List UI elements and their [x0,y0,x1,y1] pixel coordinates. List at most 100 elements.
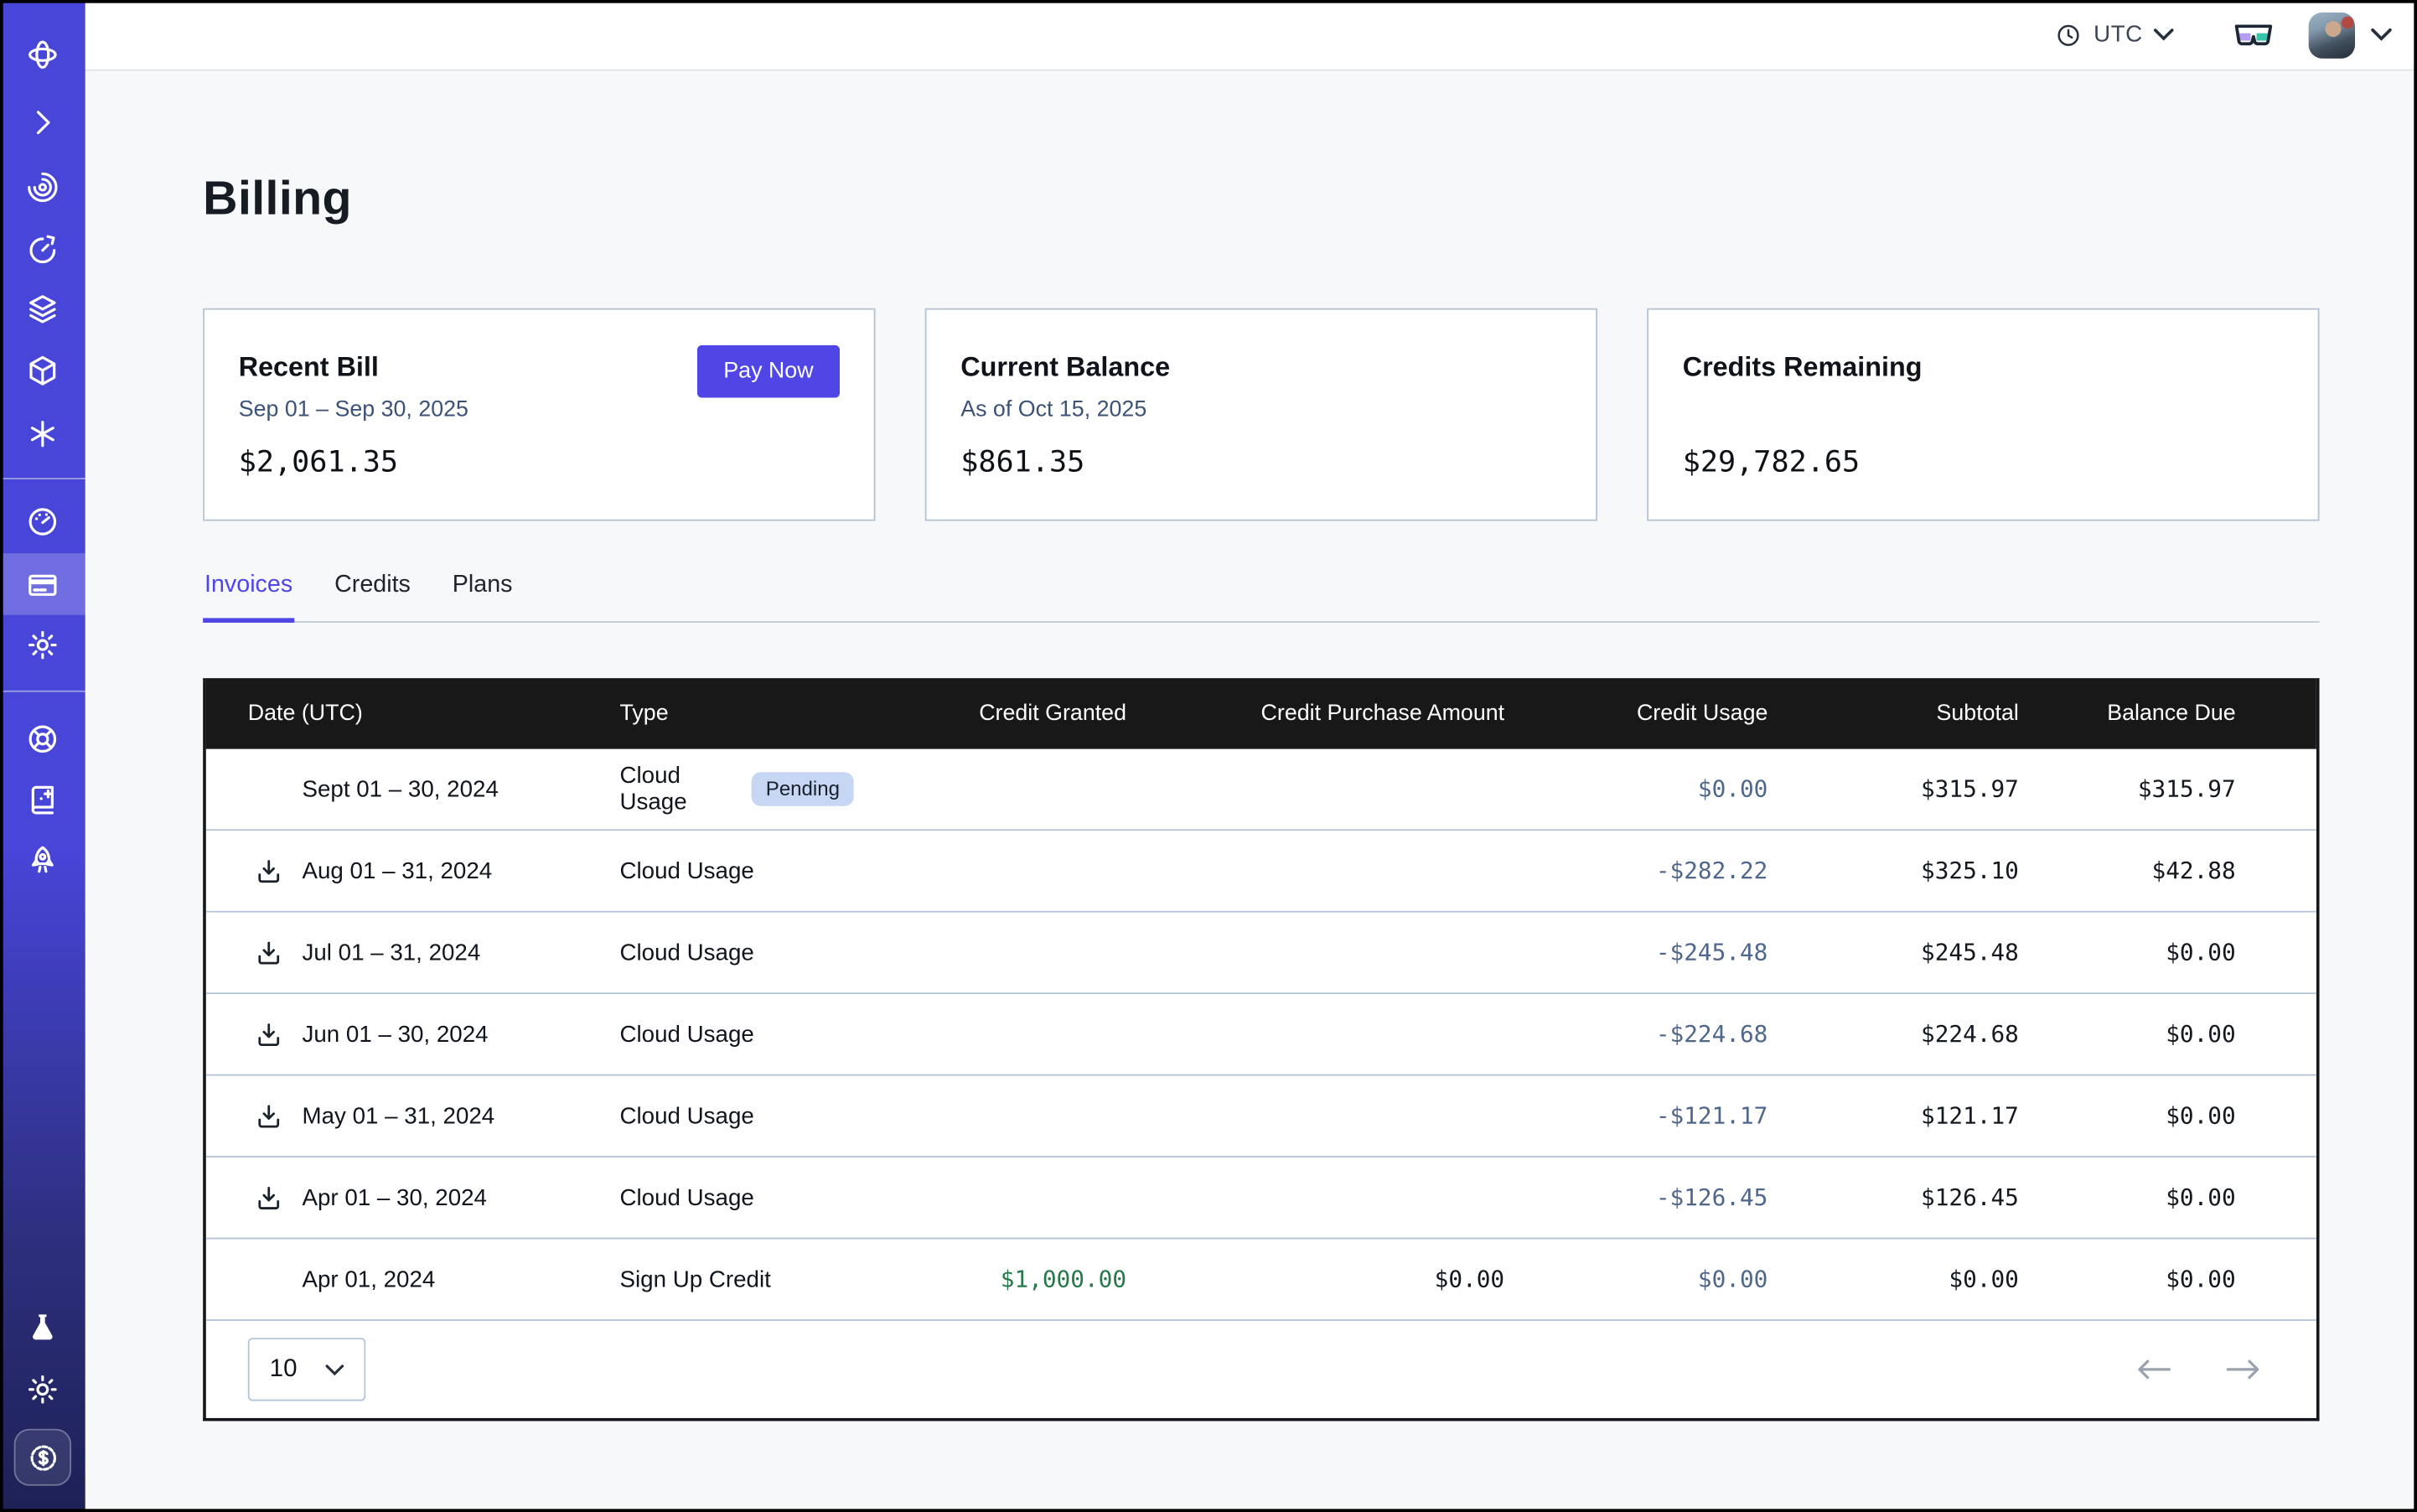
invoices-table: Date (UTC) Type Credit Granted Credit Pu… [203,678,2319,1421]
tab-invoices[interactable]: Invoices [203,572,294,623]
table-row[interactable]: Apr 01, 2024 Sign Up Credit $1,000.00 $0… [206,1240,2316,1321]
tab-credits[interactable]: Credits [333,572,411,623]
pay-now-button[interactable]: Pay Now [697,345,840,398]
credits-remaining-amount: $29,782.65 [1683,445,1860,479]
recent-bill-title: Recent Bill [239,351,379,384]
cell-balance-due: $0.00 [2019,1102,2316,1130]
cell-credit-purchase: $0.00 [1126,1266,1504,1293]
prev-page-arrow-icon[interactable] [2136,1359,2172,1380]
sidebar-divider [0,478,85,479]
cell-balance-due: $0.00 [2019,1266,2316,1293]
cube-icon[interactable] [24,351,61,388]
table-row[interactable]: Jun 01 – 30, 2024 Cloud Usage -$224.68 $… [206,994,2316,1075]
life-buoy-icon[interactable] [24,720,61,757]
status-badge: Pending [752,772,853,806]
cell-balance-due: $0.00 [2019,1183,2316,1211]
summary-cards: Recent Bill Sep 01 – Sep 30, 2025 $2,061… [203,308,2319,521]
invoice-type: Cloud Usage [619,763,736,816]
invoice-date: May 01 – 31, 2024 [303,1103,495,1129]
flask-icon[interactable] [24,1308,61,1345]
credit-card-icon[interactable] [24,566,61,603]
current-balance-amount: $861.35 [960,445,1084,479]
clock-icon [2055,21,2083,49]
chevron-right-icon[interactable] [24,103,61,140]
table-body: Sept 01 – 30, 2024 Cloud Usage Pending $… [206,749,2316,1321]
gauge-icon[interactable] [24,502,61,539]
current-balance-title: Current Balance [960,351,1170,384]
asterisk-icon[interactable] [24,415,61,452]
sidebar-divider [0,691,85,692]
book-plus-icon[interactable] [24,780,61,817]
recent-bill-card: Recent Bill Sep 01 – Sep 30, 2025 $2,061… [203,308,875,521]
sun-icon[interactable] [24,1370,61,1407]
timezone-selector[interactable]: UTC [2055,21,2174,49]
cell-subtotal: $126.45 [1767,1183,2018,1211]
billing-tabs: Invoices Credits Plans [203,572,2319,623]
col-balance-due: Balance Due [2019,702,2316,726]
account-chevron-down-icon[interactable] [2371,28,2393,42]
cell-credit-usage: -$121.17 [1504,1102,1767,1130]
cell-date: Apr 01, 2024 [206,1265,578,1294]
cell-date: May 01 – 31, 2024 [206,1101,578,1131]
download-invoice-icon[interactable] [254,1101,283,1131]
table-row[interactable]: May 01 – 31, 2024 Cloud Usage -$121.17 $… [206,1076,2316,1157]
rocket-icon[interactable] [24,841,61,878]
next-page-arrow-icon[interactable] [2225,1359,2261,1380]
invoice-date: Apr 01, 2024 [303,1266,436,1292]
cell-credit-usage: -$282.22 [1504,857,1767,884]
cell-type: Cloud Usage [578,1184,854,1210]
cell-balance-due: $0.00 [2019,1020,2316,1048]
invoice-date: Jun 01 – 30, 2024 [303,1021,489,1047]
invoice-type: Cloud Usage [619,940,753,966]
3d-glasses-icon[interactable] [2233,21,2275,49]
layers-icon[interactable] [24,290,61,327]
cell-credit-usage: -$245.48 [1504,939,1767,966]
recent-bill-amount: $2,061.35 [239,445,398,479]
cell-subtotal: $0.00 [1767,1266,2018,1293]
sidebar [0,0,85,1512]
cell-date: Aug 01 – 31, 2024 [206,857,578,886]
page-size-select[interactable]: 10 [248,1338,366,1401]
cell-subtotal: $315.97 [1767,775,2018,803]
cell-balance-due: $0.00 [2019,939,2316,966]
table-row[interactable]: Apr 01 – 30, 2024 Cloud Usage -$126.45 $… [206,1157,2316,1239]
col-type: Type [578,702,854,726]
topbar: UTC [85,0,2417,71]
gear-icon[interactable] [24,626,61,663]
invoice-date: Aug 01 – 31, 2024 [303,857,493,883]
table-header: Date (UTC) Type Credit Granted Credit Pu… [206,678,2316,749]
cell-credit-usage: -$126.45 [1504,1183,1767,1211]
table-row[interactable]: Jul 01 – 31, 2024 Cloud Usage -$245.48 $… [206,913,2316,994]
download-invoice-icon[interactable] [254,938,283,967]
current-balance-asof: As of Oct 15, 2025 [960,397,1146,422]
cell-date: Apr 01 – 30, 2024 [206,1183,578,1212]
table-row[interactable]: Aug 01 – 31, 2024 Cloud Usage -$282.22 $… [206,831,2316,912]
invoice-date: Jul 01 – 31, 2024 [303,940,481,966]
invoice-type: Cloud Usage [619,1184,753,1210]
cell-subtotal: $325.10 [1767,857,2018,884]
cell-credit-usage: $0.00 [1504,775,1767,803]
download-invoice-icon[interactable] [254,1183,283,1212]
col-subtotal: Subtotal [1767,702,2018,726]
cell-subtotal: $121.17 [1767,1102,2018,1130]
download-invoice-icon[interactable] [254,1019,283,1049]
invoice-type: Cloud Usage [619,857,753,883]
invoice-date: Apr 01 – 30, 2024 [303,1184,487,1210]
orbit-logo-icon[interactable] [24,35,61,72]
cell-type: Cloud Usage [578,1021,854,1047]
swirl-icon[interactable] [24,168,61,205]
invoice-type: Cloud Usage [619,1021,753,1047]
cell-subtotal: $224.68 [1767,1020,2018,1048]
credits-remaining-card: Credits Remaining $29,782.65 [1647,308,2319,521]
dollar-badge-icon[interactable] [14,1429,71,1486]
cell-date: Jun 01 – 30, 2024 [206,1019,578,1049]
avatar[interactable] [2309,12,2355,58]
current-balance-card: Current Balance As of Oct 15, 2025 $861.… [925,308,1597,521]
tab-plans[interactable]: Plans [451,572,514,623]
cell-subtotal: $245.48 [1767,939,2018,966]
download-invoice-icon[interactable] [254,857,283,886]
cell-balance-due: $315.97 [2019,775,2316,803]
timer-icon[interactable] [24,230,61,267]
page-size-value: 10 [270,1355,298,1383]
table-row[interactable]: Sept 01 – 30, 2024 Cloud Usage Pending $… [206,749,2316,831]
